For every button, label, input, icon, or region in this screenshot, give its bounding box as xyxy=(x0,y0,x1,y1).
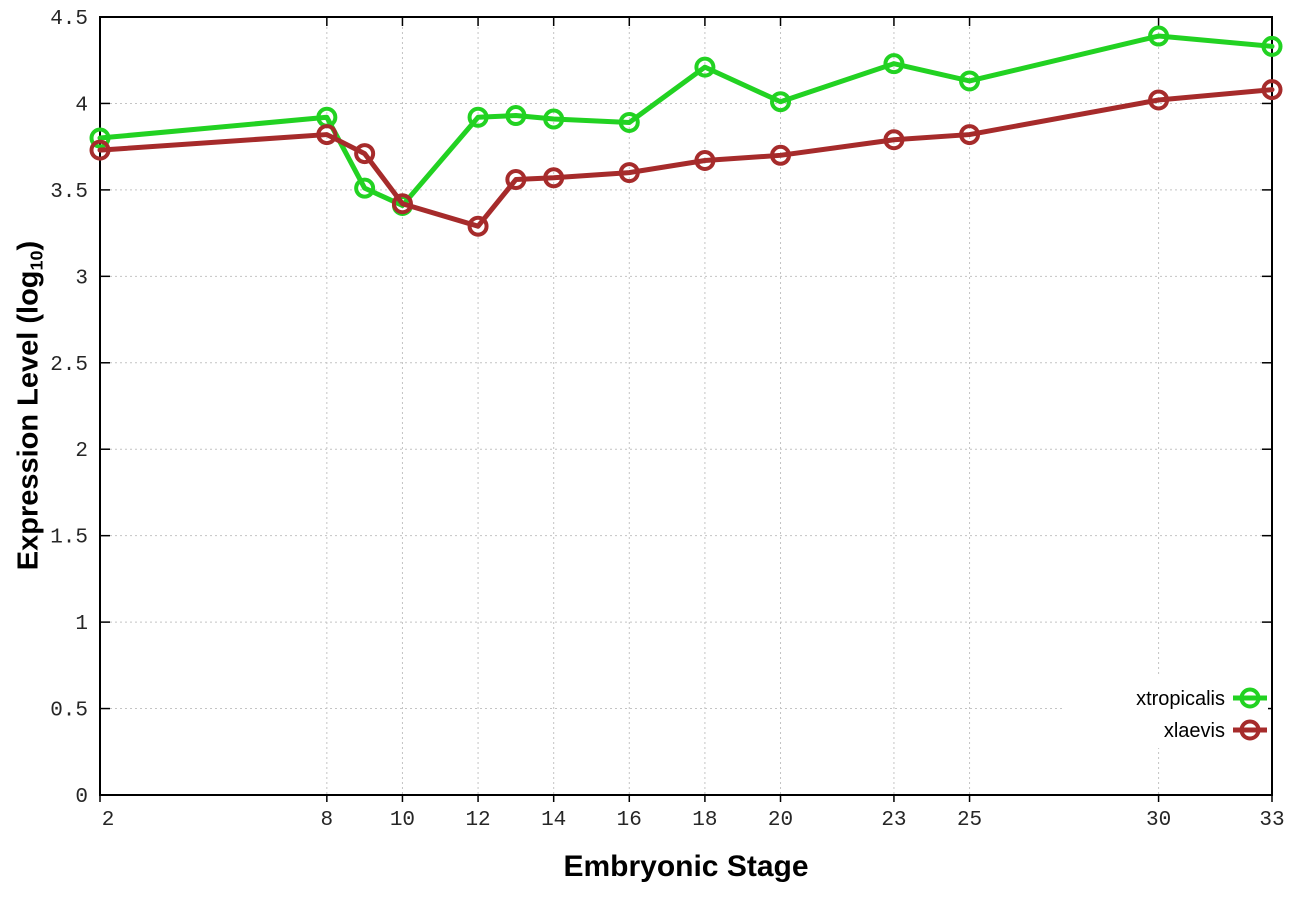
data-point-xtropicalis xyxy=(543,108,565,130)
data-point-xlaevis xyxy=(959,124,981,146)
y-tick-label: 4.5 xyxy=(50,8,88,31)
x-tick-label: 2 xyxy=(102,809,115,832)
x-tick-label: 10 xyxy=(390,809,415,832)
data-point-xlaevis xyxy=(354,143,376,165)
x-tick-label: 18 xyxy=(692,809,717,832)
data-point-xtropicalis xyxy=(883,53,905,75)
x-tick-label: 12 xyxy=(465,809,490,832)
legend-label-xlaevis: xlaevis xyxy=(1164,720,1225,742)
data-point-xtropicalis xyxy=(1261,35,1283,57)
x-tick-label: 8 xyxy=(321,809,334,832)
series-line-xtropicalis xyxy=(97,33,1275,208)
data-point-xtropicalis xyxy=(354,177,376,199)
data-point-xlaevis xyxy=(391,193,413,215)
data-point-xtropicalis xyxy=(770,91,792,113)
x-tick-label: 30 xyxy=(1146,809,1171,832)
data-point-xlaevis xyxy=(543,167,565,189)
data-point-xtropicalis xyxy=(959,70,981,92)
y-tick-label: 2 xyxy=(75,440,88,463)
data-point-xtropicalis xyxy=(505,105,527,127)
series-line-xlaevis xyxy=(97,87,1275,229)
y-tick-label: 3.5 xyxy=(50,181,88,204)
y-tick-label: 1 xyxy=(75,613,88,636)
x-tick-label: 23 xyxy=(881,809,906,832)
data-point-xlaevis xyxy=(1261,79,1283,101)
data-point-xlaevis xyxy=(618,162,640,184)
y-tick-label: 3 xyxy=(75,267,88,290)
legend-label-xtropicalis: xtropicalis xyxy=(1136,688,1225,710)
legend-marker-xlaevis xyxy=(1239,719,1261,741)
data-point-xlaevis xyxy=(694,149,716,171)
x-tick-label: 14 xyxy=(541,809,566,832)
data-point-xlaevis xyxy=(1148,89,1170,111)
data-point-xtropicalis xyxy=(1148,25,1170,47)
plot-border xyxy=(99,16,1273,796)
y-tick-label: 4 xyxy=(75,94,88,117)
legend-marker-xtropicalis xyxy=(1239,687,1261,709)
y-axis-title-text: Expression Level (log xyxy=(12,270,45,571)
data-point-xlaevis xyxy=(467,215,489,237)
y-tick-label: 0 xyxy=(75,786,88,809)
data-point-xtropicalis xyxy=(89,127,111,149)
data-point-xlaevis xyxy=(883,129,905,151)
y-tick-label: 0.5 xyxy=(50,700,88,723)
data-point-xlaevis xyxy=(770,144,792,166)
x-tick-label: 25 xyxy=(957,809,982,832)
data-point-xlaevis xyxy=(505,169,527,191)
y-tick-label: 1.5 xyxy=(50,527,88,550)
x-tick-label: 20 xyxy=(768,809,793,832)
data-point-xtropicalis xyxy=(467,106,489,128)
y-axis-title-subscript: 10 xyxy=(26,250,47,271)
y-tick-label: 2.5 xyxy=(50,354,88,377)
x-tick-label: 16 xyxy=(617,809,642,832)
legend-background xyxy=(1063,676,1268,748)
y-axis-title: Expression Level (log10) xyxy=(12,206,47,606)
x-axis-title: Embryonic Stage xyxy=(563,850,809,883)
y-axis-title-suffix: ) xyxy=(12,240,45,251)
data-point-xlaevis xyxy=(89,139,111,161)
data-point-xtropicalis xyxy=(694,56,716,78)
data-point-xlaevis xyxy=(316,124,338,146)
data-point-xtropicalis xyxy=(618,111,640,133)
x-tick-label: 33 xyxy=(1259,809,1284,832)
